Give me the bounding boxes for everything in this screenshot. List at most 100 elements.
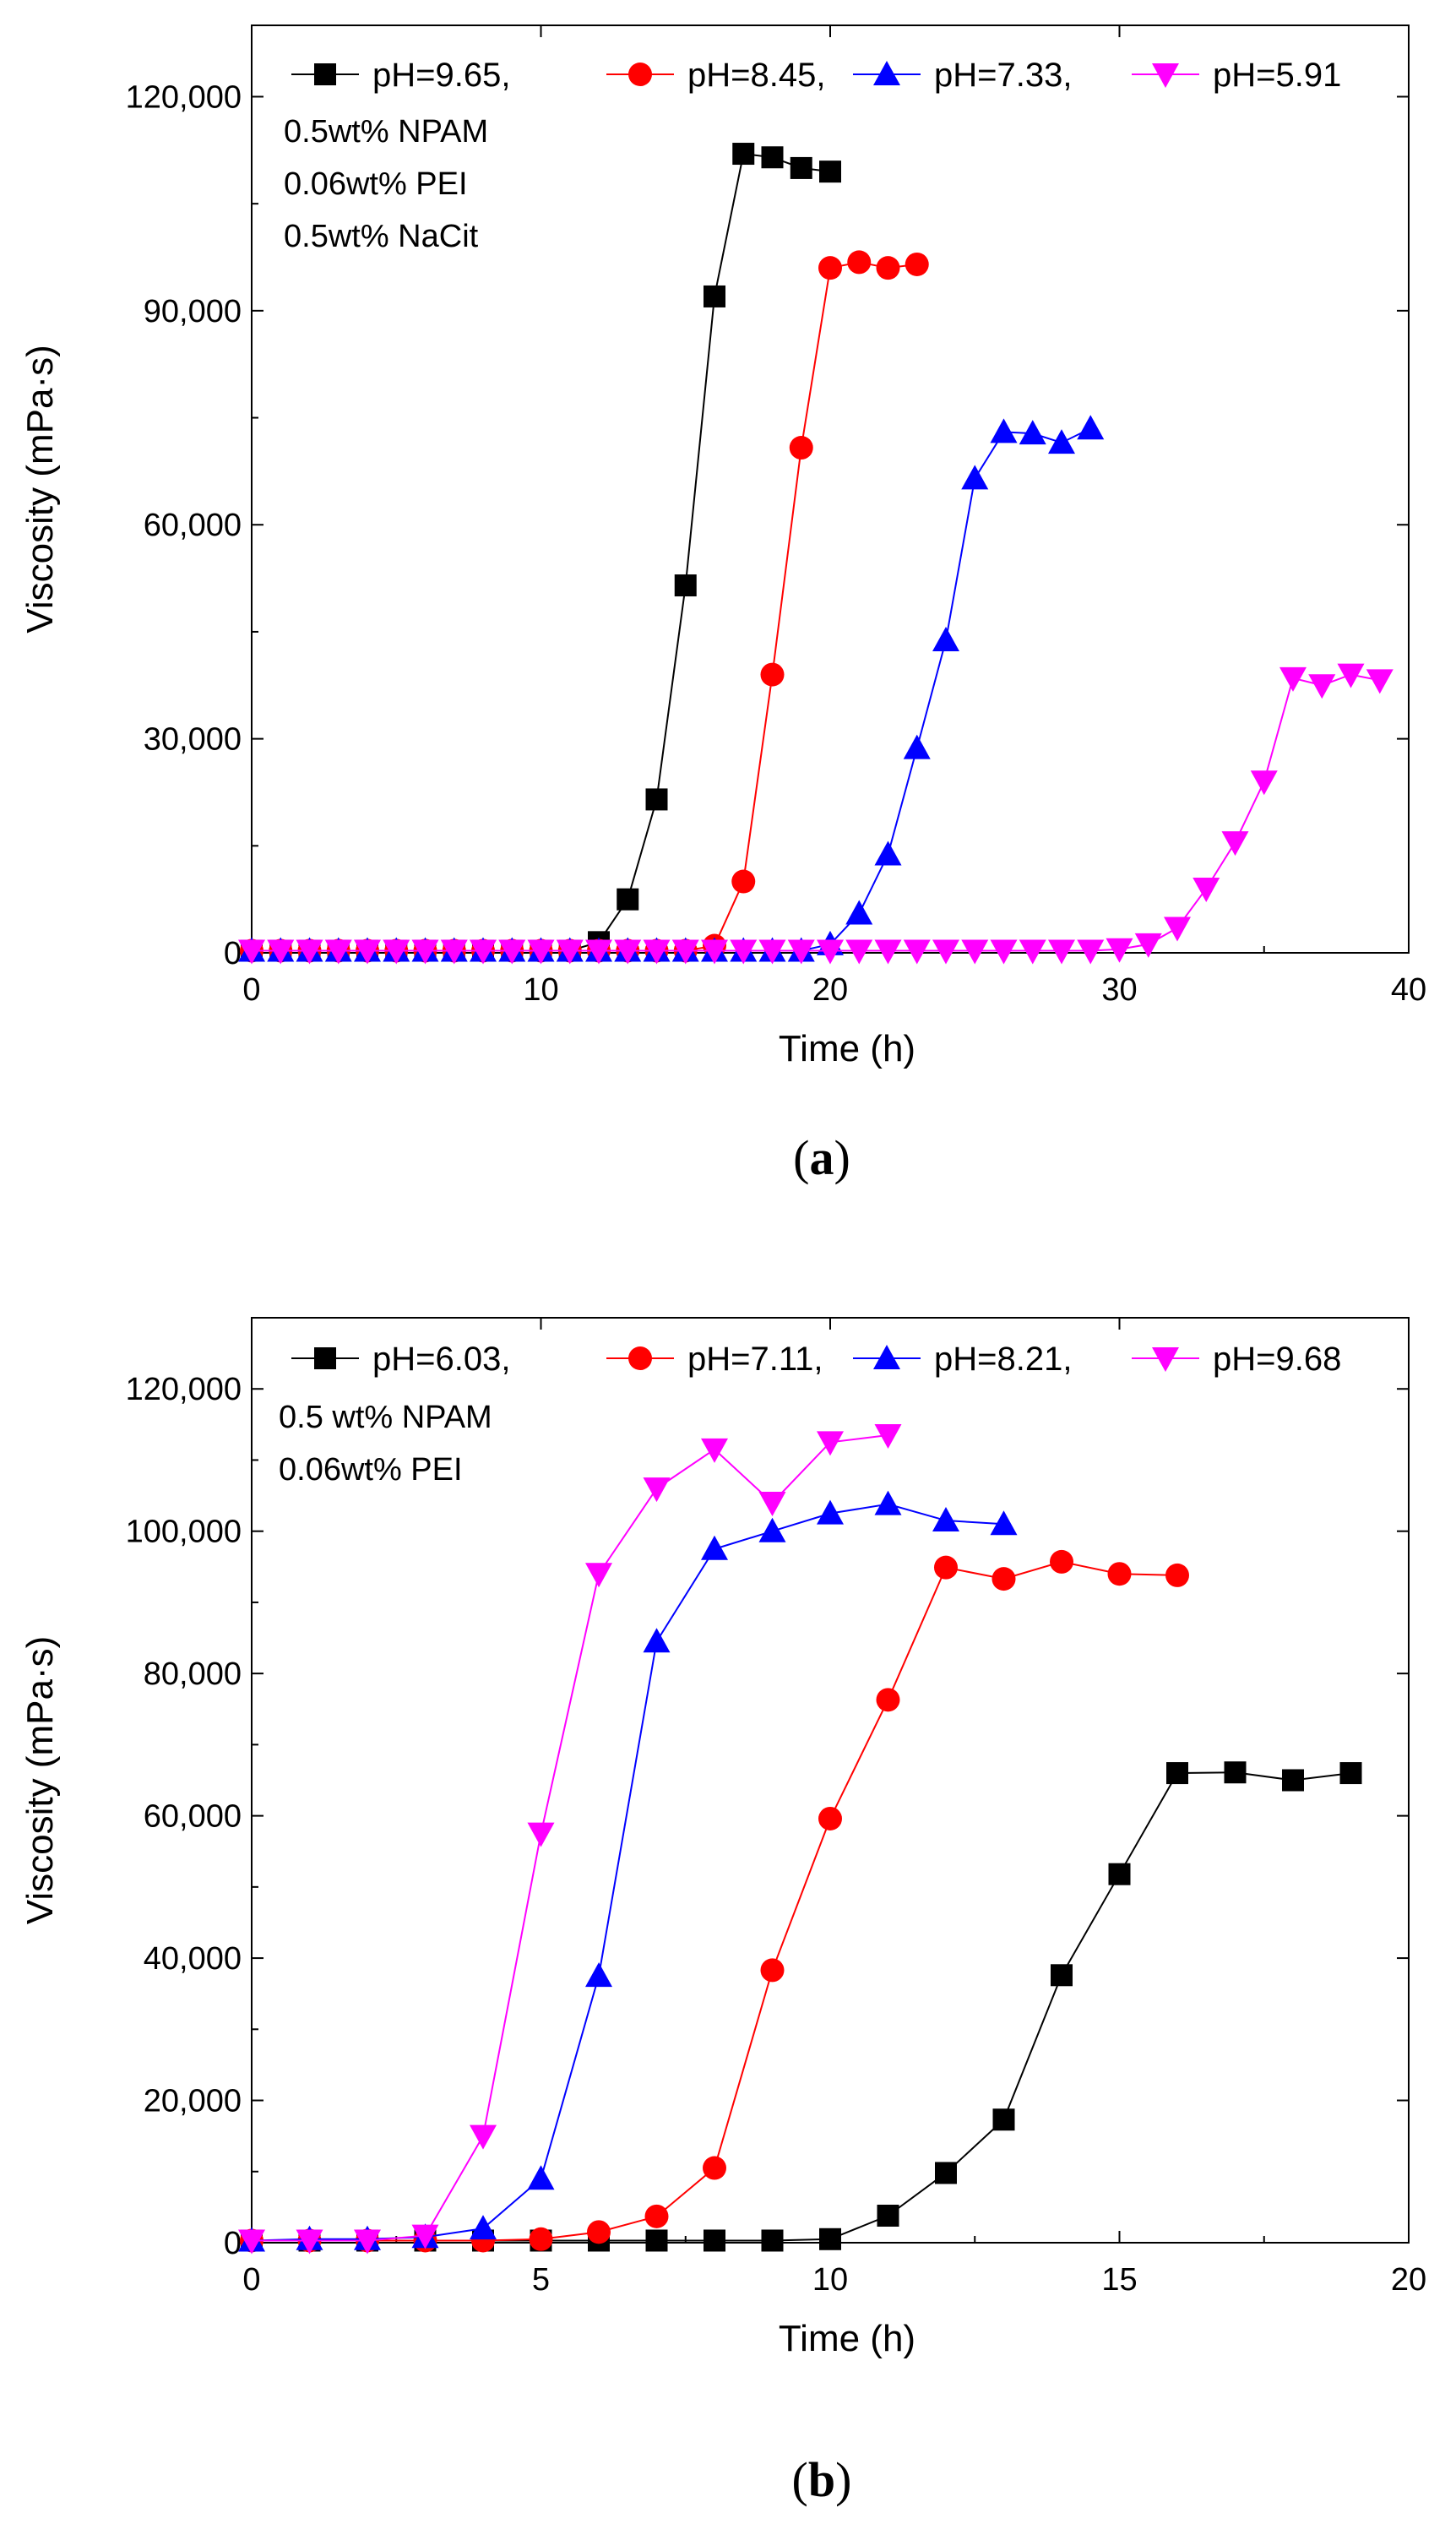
data-point (877, 2204, 899, 2227)
data-point (758, 939, 786, 965)
data-point (674, 574, 697, 597)
legend-entry: pH=9.65, (372, 57, 510, 94)
data-point (238, 939, 265, 965)
data-point (990, 418, 1018, 443)
x-tick-label: 20 (812, 972, 848, 1008)
data-point (818, 256, 842, 280)
panel-label: (b) (792, 2452, 852, 2507)
data-point (761, 146, 784, 169)
x-tick-label: 10 (523, 972, 558, 1008)
data-point (992, 2108, 1015, 2131)
data-point (819, 2228, 841, 2250)
y-tick-label: 80,000 (144, 1656, 242, 1692)
y-tick-label: 90,000 (144, 294, 242, 329)
y-tick-label: 0 (224, 936, 242, 971)
data-point (1282, 1769, 1304, 1792)
x-tick-label: 0 (242, 972, 260, 1008)
series-1 (240, 250, 929, 963)
data-point (498, 939, 526, 965)
y-tick-label: 120,000 (126, 1372, 242, 1407)
data-point (905, 252, 929, 276)
data-point (1077, 939, 1105, 965)
data-point (1164, 917, 1191, 942)
data-point (527, 939, 555, 965)
legend-entry: pH=7.33, (934, 57, 1072, 94)
data-point (585, 939, 612, 965)
data-point (585, 1563, 612, 1588)
data-point (790, 156, 812, 179)
data-point (789, 436, 813, 460)
data-point (383, 939, 410, 965)
data-point (760, 662, 785, 687)
data-point (817, 939, 844, 965)
data-point (587, 2220, 611, 2244)
annotation-text: 0.5wt% NaCit (284, 219, 479, 254)
data-point (296, 2229, 323, 2255)
data-point (617, 888, 639, 911)
data-point (903, 734, 931, 759)
data-point (758, 1492, 786, 1516)
series-line (252, 1771, 1351, 2242)
y-tick-label: 60,000 (144, 1799, 242, 1835)
x-tick-label: 15 (1101, 2262, 1137, 2298)
legend: pH=9.65, pH=8.45, pH=7.33, pH=5.91 (291, 57, 1341, 94)
data-point (1366, 669, 1394, 694)
data-point (990, 1510, 1018, 1536)
y-tick-label: 20,000 (144, 2084, 242, 2119)
data-point (1224, 1761, 1247, 1784)
data-point (238, 2229, 265, 2255)
series-0 (241, 1761, 1362, 2252)
data-point (614, 939, 642, 965)
data-point (874, 840, 902, 866)
data-point (267, 939, 295, 965)
data-point (1221, 831, 1249, 857)
data-point (932, 1507, 959, 1532)
data-point (643, 1628, 671, 1653)
series-1 (240, 1549, 1189, 2253)
data-point (1165, 1563, 1189, 1587)
data-point (470, 2215, 497, 2240)
data-point (1166, 1762, 1188, 1785)
legend-marker (628, 63, 652, 86)
data-point (961, 465, 989, 490)
data-point (1108, 1863, 1131, 1885)
series-line (252, 152, 831, 952)
data-point (645, 2229, 668, 2252)
x-axis-title: Time (h) (779, 1028, 915, 1069)
data-point (354, 939, 381, 965)
series-3 (238, 1423, 902, 2255)
legend-entry: pH=8.45, (687, 57, 825, 94)
legend-marker (314, 63, 336, 85)
y-tick-label: 120,000 (126, 79, 242, 115)
data-point (643, 1477, 671, 1503)
data-point (585, 1962, 612, 1988)
data-point (847, 250, 872, 275)
data-point (787, 939, 815, 965)
data-point (730, 939, 758, 965)
annotation-text: 0.06wt% PEI (284, 166, 468, 202)
data-point (817, 1431, 844, 1456)
series-3 (238, 663, 1394, 965)
data-point (1107, 1562, 1132, 1586)
x-tick-label: 5 (532, 2262, 550, 2298)
data-point (932, 627, 959, 652)
data-point (1019, 939, 1046, 965)
data-point (874, 1423, 902, 1449)
legend-marker (873, 61, 900, 85)
x-tick-label: 30 (1101, 972, 1137, 1008)
data-point (876, 256, 900, 280)
data-point (644, 2204, 669, 2228)
x-axis-title: Time (h) (779, 2318, 915, 2359)
data-point (934, 1555, 958, 1580)
series-line (252, 1560, 1178, 2242)
series-2 (238, 1490, 1018, 2252)
annotation-text: 0.5 wt% NPAM (279, 1400, 492, 1435)
data-point (645, 788, 668, 811)
data-point (991, 1567, 1016, 1591)
data-point (411, 2224, 439, 2249)
legend-marker (1152, 1347, 1179, 1372)
data-point (760, 1958, 785, 1983)
data-point (643, 939, 671, 965)
data-point (1019, 420, 1046, 445)
data-point (1048, 429, 1075, 454)
